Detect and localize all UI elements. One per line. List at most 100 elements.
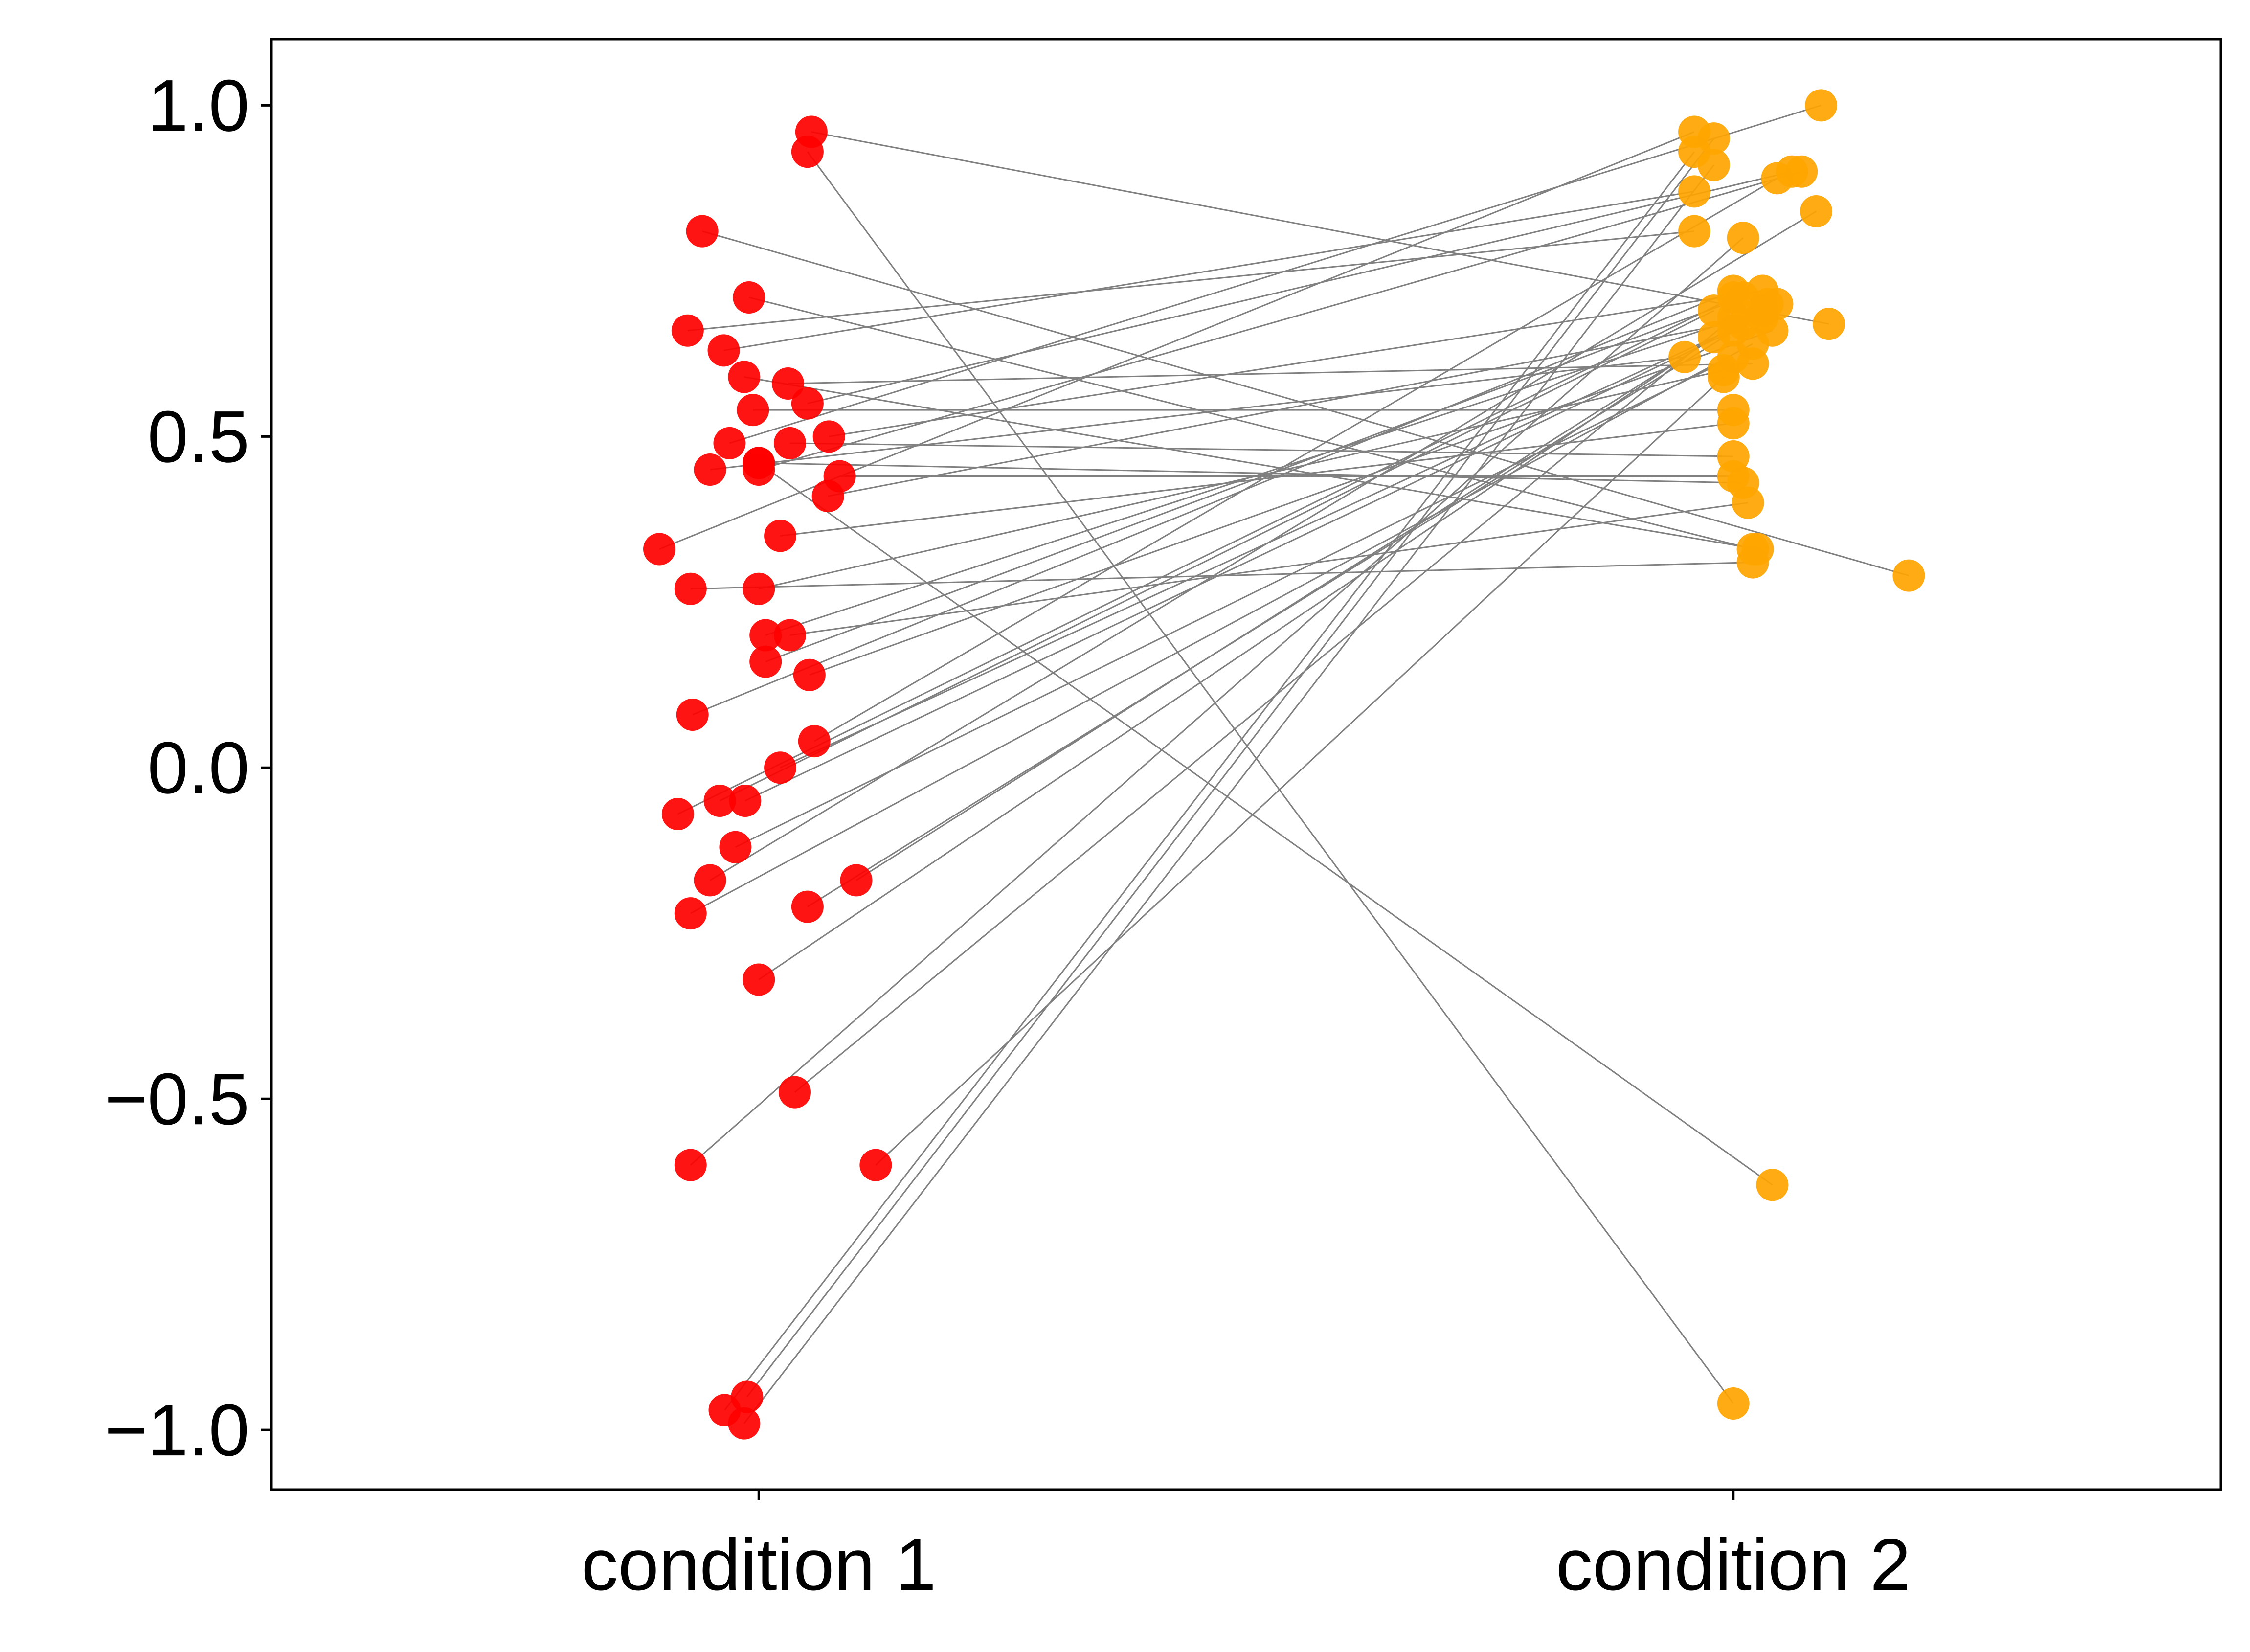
condition-2-point-43: [1727, 467, 1759, 499]
condition-1-point-17: [749, 619, 782, 652]
connector-line-44: [788, 362, 1753, 385]
condition-1-point-13: [764, 520, 797, 552]
connector-line-27: [735, 356, 1734, 848]
condition-1-point-44: [772, 367, 805, 400]
condition-2-point-41: [1805, 89, 1838, 122]
x-axis: condition 1 condition 2: [581, 1490, 1911, 1606]
condition-2-point-39: [1756, 1169, 1789, 1201]
condition-1-point-24: [661, 798, 694, 831]
condition-2-point-40: [1717, 1387, 1750, 1420]
condition-1-point-23: [764, 751, 797, 784]
plot-frame: [270, 38, 2222, 1491]
condition-1-point-29: [674, 897, 707, 930]
connector-line-1: [811, 131, 1829, 325]
condition-1-point-43: [742, 447, 775, 479]
condition-2-point-5: [1678, 175, 1711, 208]
condition-1-point-6: [728, 361, 761, 393]
connector-line-14: [659, 131, 1695, 550]
condition-1-point-3: [733, 281, 765, 314]
condition-1-point-27: [719, 831, 752, 863]
connector-line-40: [807, 151, 1734, 1404]
condition-1-point-21: [676, 698, 709, 731]
connector-line-30: [807, 303, 1778, 907]
connector-line-42: [807, 171, 1792, 405]
condition-1-point-32: [742, 963, 775, 996]
condition-1-point-20: [793, 658, 826, 691]
connector-line-26: [744, 330, 1734, 802]
connector-line-37: [743, 164, 1715, 1424]
y-tick-label: −0.5: [105, 1058, 249, 1140]
connector-line-29: [690, 343, 1754, 914]
condition-2-point-2: [1892, 559, 1925, 592]
condition-1-point-4: [671, 314, 704, 347]
connector-line-32: [758, 337, 1714, 980]
connector-line-22: [814, 178, 1778, 742]
condition-2-point-4: [1678, 215, 1711, 248]
connector-line-12: [828, 317, 1763, 497]
condition-1-point-18: [774, 619, 807, 652]
connector-line-25: [719, 310, 1714, 802]
connector-line-24: [677, 296, 1734, 815]
y-axis: −1.0 −0.5 0.0 0.5 1.0: [105, 64, 271, 1471]
condition-1-point-41: [713, 427, 746, 459]
condition-1-point-14: [643, 533, 676, 566]
connector-line-19: [765, 296, 1744, 663]
connector-line-18: [789, 502, 1748, 636]
connector-line-8: [829, 290, 1763, 437]
connector-line-28: [709, 210, 1817, 881]
condition-1-point-37: [728, 1407, 761, 1440]
condition-2-point-35: [1707, 361, 1740, 393]
condition-1-point-19: [749, 645, 782, 678]
condition-1-point-7: [737, 394, 769, 427]
condition-1-point-8: [812, 420, 845, 453]
condition-2-point-32: [1697, 321, 1730, 354]
y-tick-label: 1.0: [147, 64, 249, 146]
condition-1-point-31: [840, 864, 873, 897]
condition-1-point-22: [798, 725, 831, 758]
connector-line-6: [744, 376, 1758, 550]
condition-1-point-42: [791, 387, 824, 420]
condition-2-point-44: [1736, 347, 1769, 380]
condition-2-point-15: [1736, 546, 1769, 579]
x-tick-label: condition 1: [581, 1523, 936, 1606]
connector-line-5: [723, 190, 1695, 351]
condition-1-point-40: [791, 136, 824, 168]
connector-line-45: [710, 356, 1685, 471]
condition-1-point-28: [694, 864, 726, 897]
condition-2-point-34: [1727, 222, 1759, 254]
connector-line-39: [758, 462, 1773, 1186]
condition-1-point-33: [778, 1076, 811, 1109]
condition-2-point-33: [1717, 301, 1750, 334]
condition-2-point-45: [1668, 340, 1701, 373]
condition-1-point-16: [742, 572, 775, 605]
condition-2-point-37: [1697, 149, 1730, 181]
condition-2-point-42: [1776, 155, 1808, 188]
connector-line-10: [758, 171, 1802, 471]
condition-1-point-15: [674, 572, 707, 605]
y-tick-label: −1.0: [105, 1389, 249, 1471]
condition-2-point-31: [1751, 288, 1784, 320]
condition-2-point-1: [1813, 308, 1845, 340]
connector-line-21: [692, 290, 1734, 716]
connector-line-41: [729, 104, 1822, 444]
condition-1-point-45: [694, 453, 726, 486]
condition-1-point-26: [729, 784, 762, 817]
connector-line-35: [875, 376, 1724, 1166]
condition-1-point-5: [707, 334, 740, 367]
condition-1-point-38: [731, 1380, 764, 1413]
connector-line-20: [809, 330, 1773, 676]
connector-line-23: [780, 323, 1744, 769]
connector-line-38: [746, 138, 1715, 1398]
condition-1-points: [643, 115, 892, 1440]
condition-1-point-12: [811, 480, 844, 513]
connector-lines: [659, 104, 1909, 1424]
connector-line-43: [759, 462, 1743, 484]
connector-line-4: [687, 230, 1695, 332]
connector-line-33: [794, 317, 1734, 1093]
connector-line-31: [855, 303, 1768, 881]
connector-line-9: [789, 442, 1733, 457]
condition-1-point-35: [859, 1149, 892, 1181]
condition-2-point-13: [1717, 407, 1750, 440]
condition-2-point-38: [1697, 122, 1730, 155]
